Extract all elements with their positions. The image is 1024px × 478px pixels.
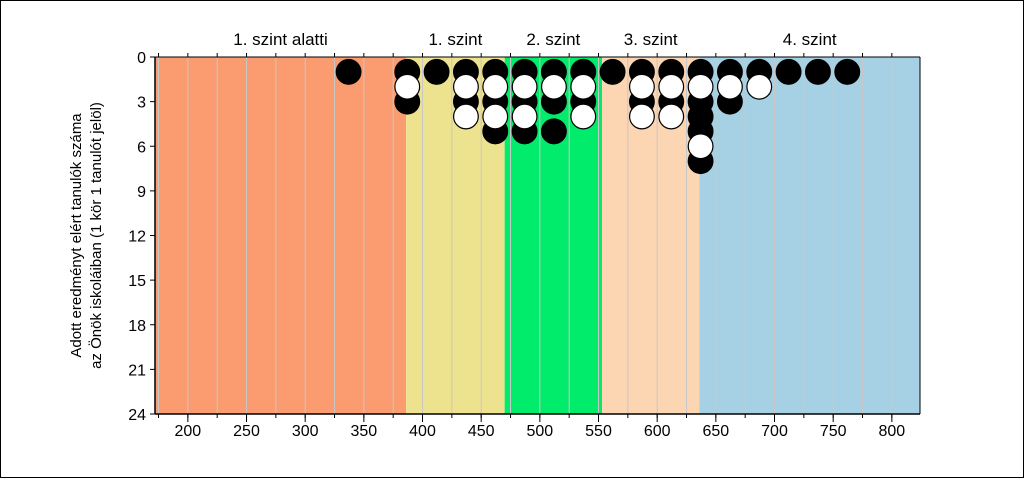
student-dot-black <box>423 58 450 85</box>
student-dot-white <box>746 73 773 100</box>
x-tick-label: 250 <box>233 423 260 440</box>
student-dot-black <box>804 58 831 85</box>
student-dot-black <box>335 58 362 85</box>
y-tick-label: 9 <box>137 184 146 201</box>
x-tick-label: 700 <box>761 423 788 440</box>
y-tick-label: 6 <box>137 139 146 156</box>
student-dot-white <box>628 73 655 100</box>
student-dot-white <box>687 73 714 100</box>
student-dot-white <box>511 103 538 130</box>
student-dot-white <box>394 73 421 100</box>
x-tick-label: 500 <box>526 423 553 440</box>
student-dot-white <box>628 103 655 130</box>
x-tick-label: 650 <box>702 423 729 440</box>
student-dot-white <box>482 73 509 100</box>
x-tick-label: 550 <box>585 423 612 440</box>
student-dot-black <box>599 58 626 85</box>
y-axis-title-line2: az Önök iskoláiban (1 kör 1 tanulót jelö… <box>87 102 105 369</box>
x-tick-label: 200 <box>175 423 202 440</box>
student-dot-white <box>570 103 597 130</box>
student-dot-white <box>716 73 743 100</box>
y-axis-title-line1: Adott eredményt elért tanulók száma <box>68 113 85 358</box>
y-tick-label: 3 <box>137 95 146 112</box>
student-dot-white <box>658 103 685 130</box>
x-tick-label: 600 <box>644 423 671 440</box>
x-tick-label: 750 <box>820 423 847 440</box>
student-dot-black <box>540 118 567 145</box>
student-dot-white <box>482 103 509 130</box>
student-dot-white <box>452 103 479 130</box>
student-dot-white <box>658 73 685 100</box>
level-label-1: 1. szint <box>428 30 482 49</box>
x-tick-label: 400 <box>409 423 436 440</box>
y-tick-label: 18 <box>128 318 146 335</box>
student-dot-black <box>834 58 861 85</box>
student-dot-white <box>511 73 538 100</box>
student-dot-white <box>540 73 567 100</box>
level-label-3: 3. szint <box>624 30 678 49</box>
y-tick-label: 21 <box>128 362 146 379</box>
level-band-0 <box>155 57 407 414</box>
student-dot-white <box>570 73 597 100</box>
x-tick-label: 300 <box>292 423 319 440</box>
y-tick-label: 0 <box>137 50 146 67</box>
student-dot-white <box>687 133 714 160</box>
level-label-0: 1. szint alatti <box>233 30 328 49</box>
student-dot-white <box>452 73 479 100</box>
y-tick-label: 15 <box>128 273 146 290</box>
y-tick-label: 12 <box>128 229 146 246</box>
x-tick-label: 800 <box>878 423 905 440</box>
x-tick-label: 350 <box>350 423 377 440</box>
y-tick-label: 24 <box>128 407 146 424</box>
level-band-4 <box>699 57 920 414</box>
x-tick-label: 450 <box>468 423 495 440</box>
level-label-4: 4. szint <box>783 30 837 49</box>
level-label-2: 2. szint <box>526 30 580 49</box>
student-dot-black <box>775 58 802 85</box>
